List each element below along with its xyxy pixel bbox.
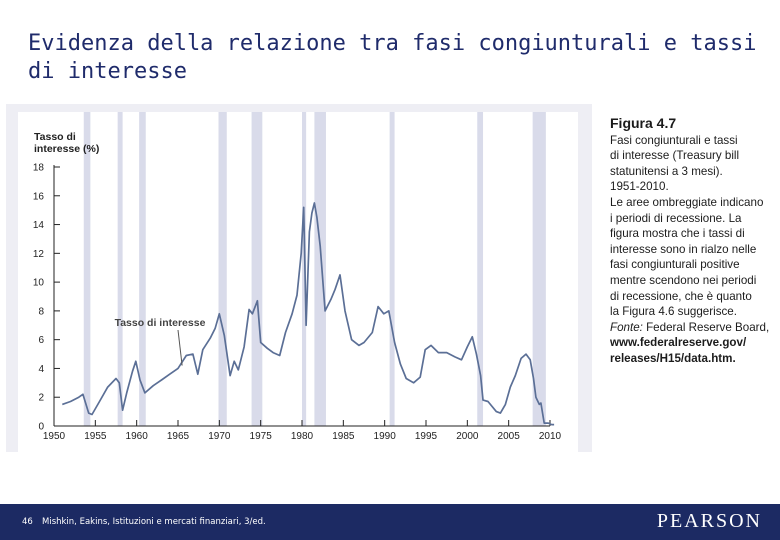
x-tick-label: 1980 bbox=[291, 431, 314, 442]
caption-source-url: releases/H15/data.htm. bbox=[610, 351, 774, 367]
x-tick-label: 1975 bbox=[250, 431, 273, 442]
x-tick-label: 1960 bbox=[126, 431, 149, 442]
x-tick-label: 2005 bbox=[498, 431, 521, 442]
footer-credit: Mishkin, Eakins, Istituzioni e mercati f… bbox=[42, 517, 266, 527]
recession-band bbox=[389, 112, 395, 426]
page-number: 46 bbox=[22, 517, 33, 527]
y-tick-label: 16 bbox=[33, 191, 45, 202]
x-tick-label: 1970 bbox=[208, 431, 231, 442]
recession-band bbox=[314, 112, 326, 426]
footer-bar: 46 Mishkin, Eakins, Istituzioni e mercat… bbox=[0, 504, 780, 540]
recession-band bbox=[117, 112, 123, 426]
source-url-1: www.federalreserve.gov/ bbox=[610, 336, 747, 350]
slide-title: Evidenza della relazione tra fasi congiu… bbox=[28, 31, 757, 84]
recession-band bbox=[477, 112, 484, 426]
recession-band bbox=[532, 112, 546, 426]
caption-line: fasi congiunturali positive bbox=[610, 258, 740, 272]
series-annotation: Tasso di interesse bbox=[115, 317, 206, 329]
y-tick-label: 8 bbox=[38, 306, 44, 317]
annotation-leader bbox=[177, 329, 183, 366]
x-tick-label: 1965 bbox=[167, 431, 190, 442]
y-tick-label: 4 bbox=[38, 364, 44, 375]
caption-line: 1951-2010. bbox=[610, 180, 669, 194]
y-tick-label: 2 bbox=[38, 393, 44, 404]
caption-line: di recessione, che è quanto bbox=[610, 289, 752, 303]
x-tick-label: 1950 bbox=[43, 431, 66, 442]
recession-band bbox=[218, 112, 227, 426]
source-text: Federal Reserve Board, bbox=[642, 320, 770, 334]
caption-line: di interesse (Treasury bill bbox=[610, 149, 740, 163]
y-tick-label: 0 bbox=[38, 422, 44, 433]
interest-rate-chart: 0 2 4 6 8 10 12 14 16 18 1950 1955 1960 1965 1970 1975 1… bbox=[33, 112, 562, 442]
series-line-interest-rate bbox=[62, 202, 555, 426]
x-tick-label: 2010 bbox=[539, 431, 562, 442]
y-tick-label: 10 bbox=[33, 278, 45, 289]
figure-label: Figura 4.7 bbox=[610, 115, 677, 131]
y-tick-label: 14 bbox=[33, 220, 45, 231]
x-tick-label: 2000 bbox=[456, 431, 479, 442]
caption-line: Le aree ombreggiate indicano bbox=[610, 195, 764, 209]
y-axis-label: interesse (%) bbox=[34, 143, 99, 155]
y-tick-label: 6 bbox=[38, 335, 44, 346]
caption-line: interesse sono in rialzo nelle bbox=[610, 242, 757, 256]
caption-line: Fasi congiunturali e tassi bbox=[610, 133, 738, 147]
x-tick-label: 1955 bbox=[84, 431, 107, 442]
recession-band bbox=[251, 112, 263, 426]
y-tick-label: 12 bbox=[33, 249, 45, 260]
recession-band bbox=[139, 112, 146, 426]
chart-panel: 0 2 4 6 8 10 12 14 16 18 1950 1955 1960 1965 1970 1975 1… bbox=[18, 112, 578, 452]
caption-line: statunitensi a 3 mesi). bbox=[610, 164, 723, 178]
caption-source: Fonte: Federal Reserve Board, bbox=[610, 320, 774, 336]
pearson-logo: PEARSON bbox=[656, 510, 762, 532]
caption-line: i periodi di recessione. La bbox=[610, 211, 742, 225]
source-prefix: Fonte: bbox=[610, 320, 643, 334]
x-tick-label: 1990 bbox=[374, 431, 397, 442]
x-tick-label: 1985 bbox=[332, 431, 355, 442]
caption-line: figura mostra che i tassi di bbox=[610, 227, 745, 241]
figure-caption: Figura 4.7 Fasi congiunturali e tassi di… bbox=[610, 115, 774, 367]
y-axis-label: Tasso di bbox=[34, 131, 76, 143]
caption-line: mentre scendono nei periodi bbox=[610, 273, 757, 287]
x-tick-label: 1995 bbox=[415, 431, 438, 442]
source-url-2: releases/H15/data.htm. bbox=[610, 351, 736, 365]
caption-source-url: www.federalreserve.gov/ bbox=[610, 335, 774, 351]
caption-line: la Figura 4.6 suggerisce. bbox=[610, 305, 737, 319]
recession-band bbox=[302, 112, 307, 426]
y-tick-label: 18 bbox=[33, 163, 45, 174]
recession-band bbox=[83, 112, 91, 426]
